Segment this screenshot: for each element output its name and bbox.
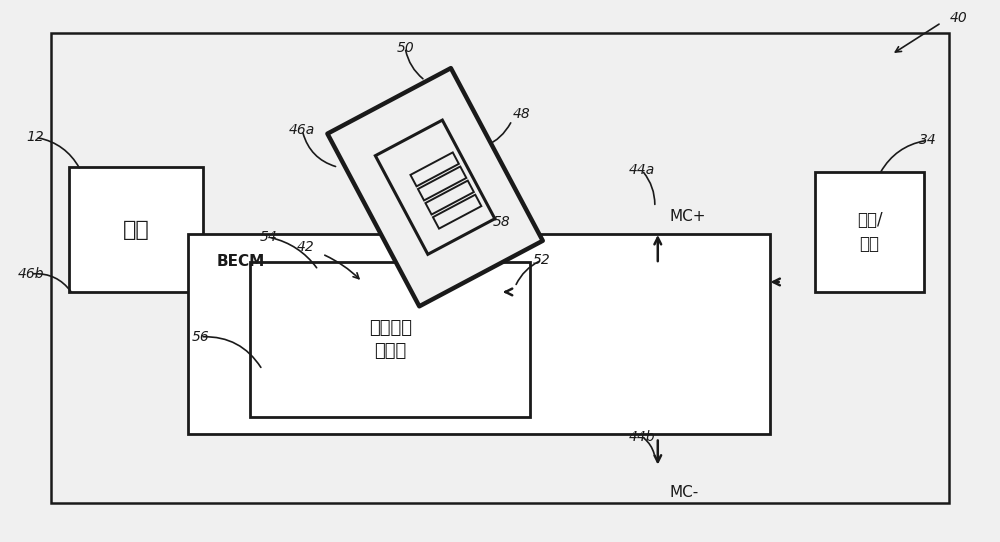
Text: 46b: 46b	[17, 267, 44, 281]
Text: 42: 42	[296, 240, 314, 254]
Bar	[815, 172, 924, 292]
Text: 52: 52	[533, 253, 551, 267]
Text: 负载/
电源: 负载/ 电源	[857, 211, 882, 253]
Polygon shape	[433, 195, 481, 229]
Bar	[51, 33, 949, 504]
Text: BECM: BECM	[216, 254, 265, 269]
Bar	[69, 167, 203, 292]
Text: 48: 48	[513, 107, 531, 121]
Bar	[250, 262, 530, 417]
Text: 34: 34	[919, 133, 936, 147]
Polygon shape	[410, 152, 459, 186]
Text: 40: 40	[949, 11, 967, 24]
Text: 44b: 44b	[629, 430, 655, 443]
Polygon shape	[418, 166, 466, 201]
Text: MC+: MC+	[670, 209, 706, 224]
Polygon shape	[425, 180, 474, 215]
Text: 传感器线
圈接口: 传感器线 圈接口	[369, 319, 412, 360]
Polygon shape	[327, 68, 543, 306]
Bar	[188, 234, 770, 434]
Polygon shape	[375, 120, 495, 254]
Text: 56: 56	[192, 330, 209, 344]
Text: 46a: 46a	[289, 124, 315, 137]
Text: 54: 54	[259, 230, 277, 244]
Text: 58: 58	[493, 215, 511, 229]
Text: 44a: 44a	[629, 163, 655, 177]
Text: MC-: MC-	[670, 486, 699, 500]
Text: 电池: 电池	[123, 220, 149, 240]
Text: 50: 50	[396, 41, 414, 55]
Text: 12: 12	[27, 130, 45, 144]
